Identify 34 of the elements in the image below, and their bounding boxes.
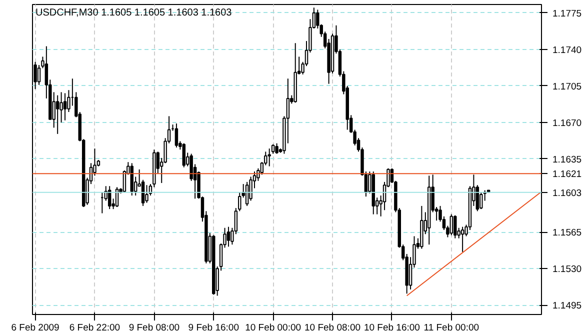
candlestick — [268, 148, 271, 167]
x-tick-label: 10 Feb 08:00 — [304, 322, 361, 334]
ref-line-label: 1.1603 — [552, 188, 582, 199]
candlestick — [174, 122, 178, 148]
candlestick — [56, 94, 60, 134]
y-tick-label: 1.1775 — [552, 8, 582, 20]
y-tick-label: 1.1530 — [552, 264, 582, 276]
candlestick — [63, 92, 67, 121]
y-tick-label: 1.1705 — [552, 81, 582, 92]
candlestick — [460, 226, 464, 252]
candlestick — [476, 184, 480, 212]
y-tick-label: 1.1635 — [552, 154, 582, 166]
x-tick-label: 10 Feb 00:00 — [245, 322, 302, 334]
ref-line-label: 1.1621 — [552, 169, 582, 180]
x-tick-label: 10 Feb 16:00 — [364, 322, 420, 334]
x-tick-label: 9 Feb 08:00 — [128, 322, 180, 334]
x-tick-label: 6 Feb 22:00 — [69, 322, 120, 334]
x-tick-label: 6 Feb 2009 — [11, 322, 60, 334]
candlestick — [115, 186, 119, 208]
candlestick — [450, 214, 454, 236]
y-tick-label: 1.1670 — [552, 118, 582, 129]
y-tick-label: 1.1740 — [552, 44, 582, 56]
x-tick-label: 11 Feb 00:00 — [424, 322, 480, 334]
y-tick-label: 1.1565 — [552, 228, 582, 239]
candlestick — [245, 181, 249, 206]
chart-title: USDCHF,M30 1.1605 1.1605 1.1603 1.1603 — [36, 8, 232, 18]
y-tick-label: 1.1495 — [552, 300, 582, 312]
candlestick — [226, 226, 230, 248]
candlestick — [37, 64, 41, 86]
x-tick-label: 9 Feb 16:00 — [188, 322, 239, 334]
candlestick — [182, 142, 186, 168]
candlestick — [454, 214, 457, 239]
candlestick — [145, 184, 148, 204]
candlestick — [275, 142, 278, 154]
